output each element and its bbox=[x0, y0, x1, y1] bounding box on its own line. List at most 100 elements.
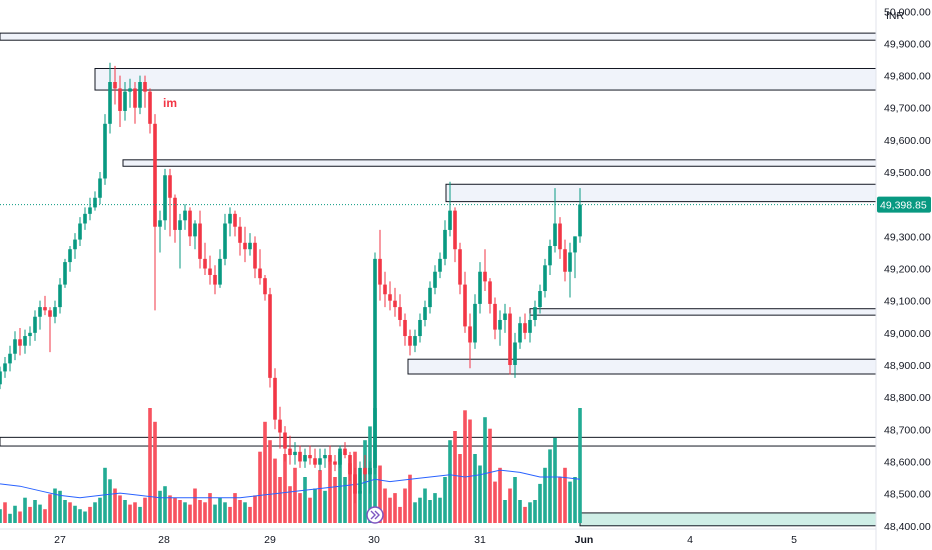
candle[interactable] bbox=[88, 197, 92, 221]
candle[interactable] bbox=[343, 442, 347, 459]
candle[interactable] bbox=[23, 329, 27, 354]
candle[interactable] bbox=[58, 278, 62, 314]
candle[interactable] bbox=[488, 278, 492, 314]
candle[interactable] bbox=[413, 329, 417, 353]
candle[interactable] bbox=[358, 461, 362, 501]
candle[interactable] bbox=[218, 249, 222, 288]
candle[interactable] bbox=[123, 82, 127, 121]
candle[interactable] bbox=[548, 239, 552, 275]
candle[interactable] bbox=[478, 262, 482, 314]
candle[interactable] bbox=[248, 233, 252, 256]
candle[interactable] bbox=[318, 448, 322, 472]
candle[interactable] bbox=[313, 448, 317, 468]
candle[interactable] bbox=[133, 82, 137, 124]
candle[interactable] bbox=[108, 62, 112, 134]
candle[interactable] bbox=[18, 328, 22, 356]
candle[interactable] bbox=[48, 307, 52, 353]
candle[interactable] bbox=[143, 75, 147, 108]
candle[interactable] bbox=[213, 265, 217, 295]
candle[interactable] bbox=[463, 271, 467, 333]
candle[interactable] bbox=[188, 207, 192, 247]
candle[interactable] bbox=[303, 448, 307, 468]
candle[interactable] bbox=[193, 220, 197, 250]
candle[interactable] bbox=[208, 255, 212, 285]
candle[interactable] bbox=[513, 332, 517, 378]
candle[interactable] bbox=[128, 78, 132, 108]
candle[interactable] bbox=[403, 313, 407, 346]
candle[interactable] bbox=[543, 258, 547, 298]
candle[interactable] bbox=[73, 233, 77, 259]
candle[interactable] bbox=[458, 242, 462, 295]
candle[interactable] bbox=[538, 284, 542, 314]
candle[interactable] bbox=[348, 451, 352, 481]
candle[interactable] bbox=[438, 252, 442, 279]
candle[interactable] bbox=[383, 271, 387, 308]
candle[interactable] bbox=[158, 210, 162, 253]
candle[interactable] bbox=[293, 442, 297, 465]
candle[interactable] bbox=[13, 331, 17, 361]
candle[interactable] bbox=[308, 445, 312, 465]
candle[interactable] bbox=[353, 467, 357, 504]
candle[interactable] bbox=[288, 435, 292, 465]
candle[interactable] bbox=[43, 295, 47, 316]
candle[interactable] bbox=[338, 445, 342, 468]
candle[interactable] bbox=[228, 207, 232, 237]
candle[interactable] bbox=[408, 329, 412, 356]
candle[interactable] bbox=[268, 287, 272, 388]
candle[interactable] bbox=[553, 188, 557, 253]
time-axis[interactable]: 27 28 29 30 31 Jun 4 5 bbox=[0, 528, 876, 546]
candle[interactable] bbox=[428, 281, 432, 314]
candle[interactable] bbox=[573, 236, 577, 279]
candle[interactable] bbox=[578, 188, 582, 243]
candle[interactable] bbox=[183, 204, 187, 230]
candle[interactable] bbox=[63, 258, 67, 288]
candle[interactable] bbox=[328, 445, 332, 465]
candle[interactable] bbox=[448, 181, 452, 237]
candle[interactable] bbox=[558, 217, 562, 259]
candle[interactable] bbox=[243, 226, 247, 263]
candle[interactable] bbox=[368, 461, 372, 494]
candle[interactable] bbox=[8, 345, 12, 372]
candle[interactable] bbox=[223, 213, 227, 266]
candle[interactable] bbox=[238, 217, 242, 256]
candle[interactable] bbox=[233, 210, 237, 237]
candle[interactable] bbox=[378, 229, 382, 301]
candle[interactable] bbox=[173, 194, 177, 243]
candle[interactable] bbox=[118, 75, 122, 128]
candle[interactable] bbox=[563, 239, 567, 282]
candle[interactable] bbox=[83, 207, 87, 230]
candle[interactable] bbox=[453, 207, 457, 263]
candle[interactable] bbox=[568, 242, 572, 298]
candle[interactable] bbox=[103, 114, 107, 185]
candle[interactable] bbox=[493, 297, 497, 340]
candle[interactable] bbox=[178, 213, 182, 269]
candle[interactable] bbox=[503, 303, 507, 333]
candle[interactable] bbox=[258, 249, 262, 285]
price-axis[interactable]: INR 50,000.00 49,900.00 49,800.00 49,700.00… bbox=[875, 0, 931, 550]
candle[interactable] bbox=[398, 294, 402, 327]
candle[interactable] bbox=[533, 300, 537, 327]
candle[interactable] bbox=[168, 168, 172, 237]
candle[interactable] bbox=[323, 448, 327, 468]
candle[interactable] bbox=[53, 300, 57, 324]
candle[interactable] bbox=[473, 294, 477, 349]
candle[interactable] bbox=[468, 313, 472, 369]
candle[interactable] bbox=[203, 242, 207, 275]
candle[interactable] bbox=[418, 313, 422, 343]
candle[interactable] bbox=[498, 310, 502, 346]
candle[interactable] bbox=[363, 455, 367, 481]
candle[interactable] bbox=[388, 281, 392, 311]
candle[interactable] bbox=[508, 307, 512, 375]
candle[interactable] bbox=[433, 265, 437, 295]
candle[interactable] bbox=[198, 210, 202, 269]
candle[interactable] bbox=[98, 172, 102, 205]
candle[interactable] bbox=[38, 300, 42, 330]
candle[interactable] bbox=[0, 366, 2, 390]
candle[interactable] bbox=[518, 316, 522, 349]
candle[interactable] bbox=[528, 313, 532, 343]
candle[interactable] bbox=[138, 75, 142, 115]
candle[interactable] bbox=[393, 287, 397, 317]
candle[interactable] bbox=[253, 236, 257, 279]
candle[interactable] bbox=[113, 65, 117, 105]
candle[interactable] bbox=[3, 356, 7, 378]
